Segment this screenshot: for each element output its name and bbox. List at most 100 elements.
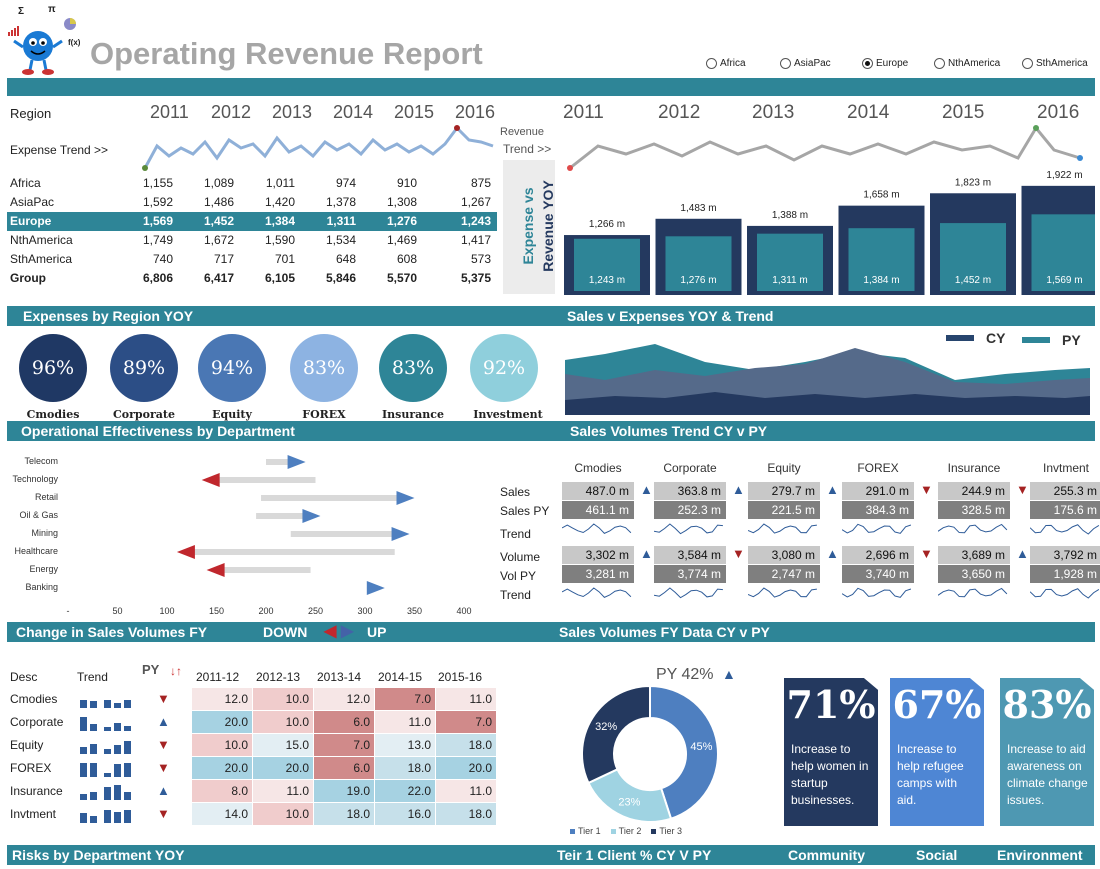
- legend-item: Tier 2: [610, 826, 642, 836]
- table-row-selected[interactable]: Europe 1,569 1,452 1,384 1,311 1,276 1,243: [7, 212, 497, 231]
- cell: 1,486: [203, 195, 234, 209]
- revenue-label: 1,658 m: [863, 190, 899, 201]
- axis-tick: 150: [208, 606, 225, 616]
- header-2015-16: 2015-16: [438, 670, 483, 684]
- cell: 1,452: [203, 214, 234, 228]
- revenue-label: 1,922 m: [1046, 170, 1082, 181]
- donut-label: 32%: [595, 721, 617, 733]
- trend-sparkline: [748, 523, 817, 534]
- mini-bar: [114, 703, 121, 708]
- circle-label: Corporate: [113, 408, 175, 421]
- revenue-label: 1,483 m: [680, 203, 716, 214]
- expense-trend-label: Expense Trend >>: [10, 143, 109, 157]
- mini-bar: [104, 726, 111, 731]
- up-triangle-icon: ▲: [157, 783, 170, 798]
- row-name: Cmodies: [10, 692, 58, 706]
- trend-sparkline: [562, 587, 632, 598]
- circle-label: Cmodies: [26, 408, 80, 421]
- trend-sparkline: [654, 587, 723, 599]
- sales-value: 244.9 m: [938, 482, 1010, 500]
- cell: 1,569: [142, 214, 173, 228]
- donut-legend: Tier 1 Tier 2 Tier 3: [570, 826, 682, 836]
- volume-value: 3,584 m: [654, 546, 726, 564]
- revenue-label: 1,266 m: [589, 219, 625, 230]
- heatmap-cell: 22.0: [375, 780, 436, 803]
- heatmap-cell: 18.0: [375, 757, 436, 780]
- radio-asiapac[interactable]: AsiaPac: [780, 58, 831, 69]
- header-py: PY: [142, 662, 160, 677]
- table-row[interactable]: NthAmerica 1,749 1,672 1,590 1,534 1,469 1,417: [7, 231, 497, 250]
- radio-europe[interactable]: Europe: [862, 58, 908, 69]
- mini-bar: [124, 810, 131, 823]
- expense-label: 1,311 m: [772, 275, 807, 286]
- heatmap-cell: 12.0: [314, 688, 375, 711]
- header-desc: Desc: [10, 670, 38, 684]
- year-2012: 2012: [211, 102, 252, 122]
- table-row[interactable]: Africa 1,155 1,089 1,011 974 910 875: [7, 174, 497, 193]
- radio-circle: [934, 58, 945, 69]
- cell: 573: [470, 252, 491, 266]
- expense-bar: [940, 223, 1006, 291]
- cell: 1,089: [203, 176, 234, 190]
- expense-label: 1,276 m: [680, 275, 716, 286]
- sales-py-value: 461.1 m: [562, 501, 634, 519]
- radio-africa[interactable]: Africa: [706, 58, 746, 69]
- table-row-total[interactable]: Group 6,806 6,417 6,105 5,846 5,570 5,375: [7, 269, 497, 288]
- volume-value: 3,792 m: [1030, 546, 1100, 564]
- impact-card: 67% Increase to help refugee camps with a…: [890, 678, 984, 826]
- volume-value: 3,302 m: [562, 546, 634, 564]
- donut-label: 23%: [618, 797, 640, 809]
- table-row[interactable]: AsiaPac 1,592 1,486 1,420 1,378 1,308 1,267: [7, 193, 497, 212]
- dept-axis: - 50 100 150 200 250 300 350 400: [0, 606, 490, 620]
- radio-nthamerica[interactable]: NthAmerica: [934, 58, 1000, 69]
- cell: 5,375: [460, 271, 491, 285]
- down-triangle-icon: ▼: [157, 737, 170, 752]
- radio-sthamerica[interactable]: SthAmerica: [1022, 58, 1088, 69]
- expense-label: 1,452 m: [955, 275, 991, 286]
- expense-bar: [574, 238, 640, 291]
- expense-label: 1,384 m: [863, 275, 899, 286]
- column-header: Invtment: [1042, 461, 1090, 475]
- cell: 1,420: [264, 195, 295, 209]
- dept-label: Technology: [12, 474, 58, 484]
- heatmap-cell: 14.0: [192, 803, 253, 826]
- axis-tick: 350: [406, 606, 423, 616]
- year-2016: 2016: [455, 102, 496, 122]
- expense-vs-revenue-box: [503, 160, 555, 294]
- rev-year-2013: 2013: [752, 102, 795, 123]
- revenue-label: 1,388 m: [772, 210, 808, 221]
- logo: Σ π f(x): [6, 4, 86, 78]
- legend-cy: CY: [946, 330, 1005, 346]
- trend-sparkline: [938, 523, 1008, 534]
- mini-bar: [114, 811, 121, 823]
- community-title: Community: [788, 847, 865, 863]
- mini-bar: [104, 810, 111, 823]
- teir-title: Teir 1 Client % CY V PY: [557, 847, 712, 863]
- mini-bar-chart: [80, 759, 134, 777]
- sales-py-value: 328.5 m: [938, 501, 1010, 519]
- sales-volumes-table: Sales Sales PY Trend Volume Vol PY Trend…: [496, 458, 1100, 608]
- down-triangle-icon: ▼: [732, 546, 745, 561]
- cell: 974: [335, 176, 356, 190]
- header-bar: [7, 78, 1095, 96]
- revenue-sparkline: [567, 125, 1083, 171]
- revenue-label: Revenue: [500, 126, 545, 138]
- card-text: Increase to help refugee camps with aid.: [897, 742, 964, 807]
- mini-bar: [80, 717, 87, 731]
- heatmap-cell: 13.0: [375, 734, 436, 757]
- down-label: DOWN: [263, 624, 308, 640]
- legend-label: Tier 2: [618, 826, 642, 836]
- right-arrow-icon: [302, 509, 321, 523]
- trend-sparkline: [748, 587, 817, 598]
- cell: 6,417: [203, 271, 234, 285]
- mini-bar: [114, 744, 121, 754]
- mini-bar: [124, 741, 131, 754]
- legend-cy-label: CY: [986, 330, 1006, 346]
- sales-v-expenses-area-chart: [565, 344, 1090, 415]
- trend-sparkline: [562, 523, 632, 534]
- dept-label: Oil & Gas: [19, 510, 58, 520]
- mini-bar: [80, 747, 87, 754]
- table-row[interactable]: SthAmerica 740 717 701 648 608 573: [7, 250, 497, 269]
- vol-py-value: 2,747 m: [748, 565, 820, 583]
- sales-py-value: 221.5 m: [748, 501, 820, 519]
